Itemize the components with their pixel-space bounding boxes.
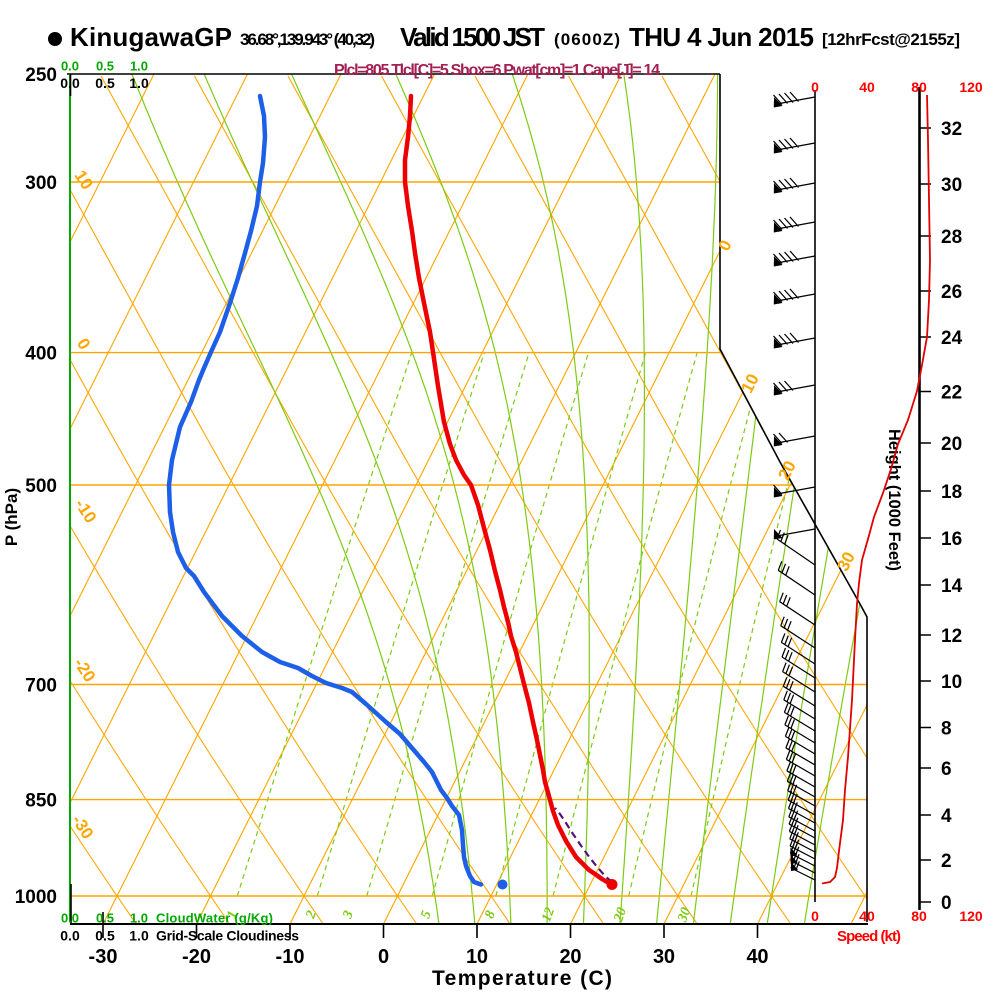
svg-text:5: 5: [418, 909, 434, 921]
svg-text:8: 8: [482, 909, 498, 921]
svg-text:Temperature (C): Temperature (C): [432, 967, 612, 990]
svg-text:500: 500: [25, 476, 57, 497]
svg-text:24: 24: [941, 328, 963, 349]
svg-text:300: 300: [25, 173, 57, 194]
svg-text:20: 20: [611, 906, 630, 925]
svg-text:10: 10: [466, 946, 488, 968]
svg-text:0.0: 0.0: [60, 928, 80, 944]
svg-text:18: 18: [941, 482, 962, 503]
svg-text:2: 2: [941, 851, 952, 872]
svg-text:0.5: 0.5: [95, 928, 115, 944]
svg-text:0.0: 0.0: [60, 75, 80, 91]
svg-text:6: 6: [941, 759, 952, 780]
svg-text:12: 12: [539, 906, 558, 924]
svg-text:P (hPa): P (hPa): [2, 488, 21, 546]
svg-text:0: 0: [811, 79, 819, 95]
svg-text:-10: -10: [276, 946, 305, 968]
svg-text:0.5: 0.5: [96, 59, 114, 74]
svg-text:8: 8: [941, 719, 952, 740]
svg-text:0.0: 0.0: [61, 911, 79, 926]
svg-text:Valid 1500 JST: Valid 1500 JST: [400, 22, 545, 52]
svg-text:1.0: 1.0: [130, 59, 148, 74]
svg-text:20: 20: [941, 434, 962, 455]
svg-text:0.5: 0.5: [96, 911, 114, 926]
svg-text:40: 40: [859, 908, 875, 924]
svg-text:1000: 1000: [15, 887, 57, 908]
svg-text:120: 120: [959, 908, 983, 924]
svg-text:30: 30: [941, 175, 962, 196]
svg-text:850: 850: [25, 791, 57, 812]
svg-text:-20: -20: [182, 946, 211, 968]
svg-text:4: 4: [941, 806, 952, 827]
svg-text:250: 250: [25, 65, 57, 86]
svg-text:120: 120: [959, 79, 983, 95]
svg-text:Speed (kt): Speed (kt): [837, 928, 901, 945]
svg-text:30: 30: [675, 906, 694, 925]
svg-text:CloudWater (g/Kg): CloudWater (g/Kg): [156, 911, 273, 926]
svg-text:0: 0: [811, 908, 819, 924]
svg-text:28: 28: [941, 227, 962, 248]
svg-text:30: 30: [653, 946, 675, 968]
svg-text:40: 40: [859, 79, 875, 95]
svg-text:700: 700: [25, 676, 57, 697]
svg-text:20: 20: [560, 946, 582, 968]
svg-text:1.0: 1.0: [129, 75, 149, 91]
svg-text:-30: -30: [89, 946, 118, 968]
svg-text:400: 400: [25, 344, 57, 365]
svg-text:1: 1: [224, 909, 240, 921]
svg-text:16: 16: [941, 529, 962, 550]
svg-text:36.68°,139.943° (40,32): 36.68°,139.943° (40,32): [240, 30, 375, 49]
svg-text:10: 10: [941, 672, 962, 693]
svg-text:14: 14: [941, 576, 963, 597]
svg-text:KinugawaGP: KinugawaGP: [70, 22, 232, 52]
svg-text:26: 26: [941, 282, 962, 303]
svg-text:12: 12: [941, 626, 962, 647]
svg-text:Grid-Scale Cloudiness: Grid-Scale Cloudiness: [156, 928, 299, 944]
svg-text:1.0: 1.0: [130, 911, 148, 926]
svg-text:Plcl=805 Tlcl[C]=5 Shox=6 Pwat: Plcl=805 Tlcl[C]=5 Shox=6 Pwat[cm]=1 Cap…: [334, 62, 660, 79]
svg-text:(0600Z): (0600Z): [554, 30, 620, 49]
svg-text:22: 22: [941, 383, 962, 404]
svg-text:80: 80: [911, 79, 927, 95]
svg-text:1.0: 1.0: [129, 928, 149, 944]
svg-text:THU 4 Jun 2015: THU 4 Jun 2015: [629, 22, 814, 52]
svg-text:0: 0: [378, 946, 389, 968]
svg-text:40: 40: [747, 946, 769, 968]
svg-text:[12hrFcst@2155z]: [12hrFcst@2155z]: [822, 30, 960, 49]
svg-text:0: 0: [941, 893, 952, 914]
svg-text:80: 80: [911, 908, 927, 924]
svg-text:32: 32: [941, 119, 962, 140]
svg-text:0.5: 0.5: [95, 75, 115, 91]
svg-text:Height (1000 Feet): Height (1000 Feet): [885, 429, 903, 571]
svg-text:0.0: 0.0: [61, 59, 79, 74]
